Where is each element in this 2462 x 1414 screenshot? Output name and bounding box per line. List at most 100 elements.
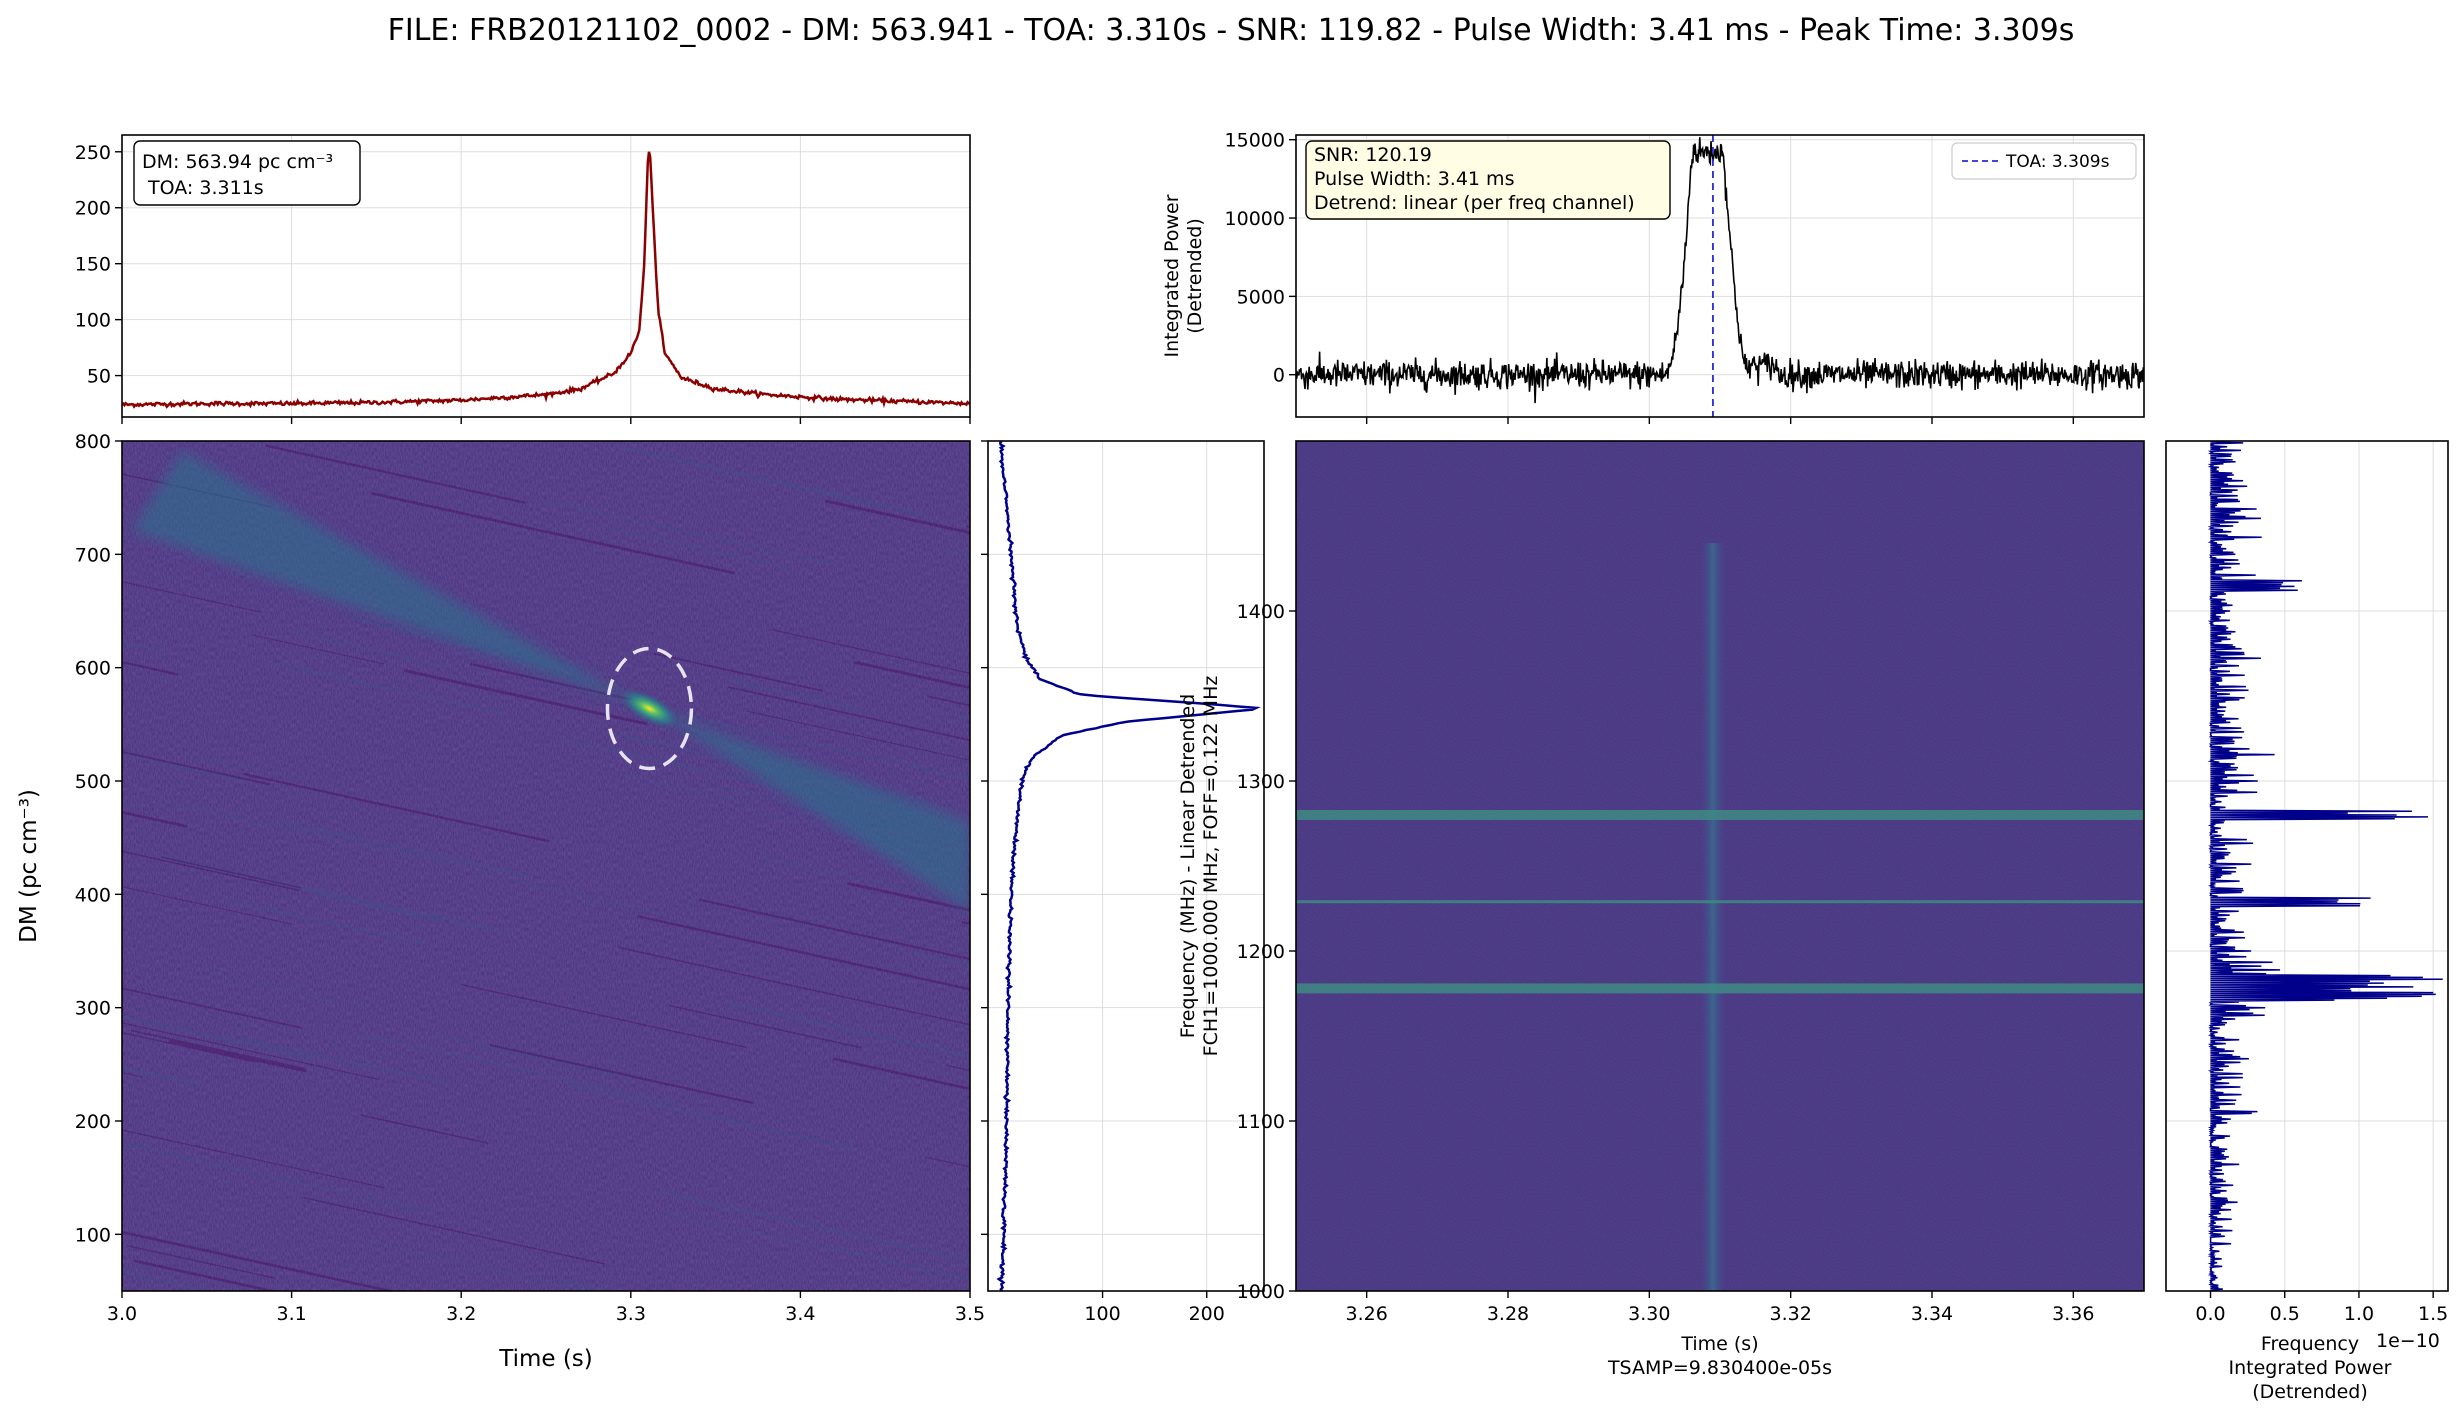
dm-bowtie — [132, 451, 970, 911]
dm-streak — [927, 695, 970, 707]
dm-streak — [195, 968, 368, 1008]
dm-streak — [824, 499, 970, 535]
frequency-profile-panel: 0.0 0.5 1.0 1.5 1e−10 Frequency Integrated … — [2165, 440, 2449, 1403]
frequency-profile-line — [2207, 441, 2443, 1291]
y-tick-label: 1300 — [1237, 771, 1285, 793]
dm-streak — [122, 1230, 396, 1291]
pulse-profile-line — [1296, 137, 2144, 404]
rfi-channel — [1296, 810, 2144, 820]
x-ticks: 0.0 0.5 1.0 1.5 — [2195, 1291, 2448, 1325]
dm-streak — [221, 898, 425, 945]
dm-streak — [637, 915, 970, 991]
dm-streak — [829, 1247, 970, 1280]
dm-streak — [122, 1066, 203, 1087]
dm-streak — [280, 820, 529, 878]
x-ticks — [121, 417, 971, 424]
y-tick-label: 100 — [75, 1224, 111, 1246]
dm-streak — [243, 772, 550, 843]
dm-streak — [122, 661, 179, 676]
dm-streak — [239, 1036, 451, 1086]
dm-streak — [432, 1033, 630, 1079]
bowtie-arm-upper — [132, 451, 650, 709]
detrend-annotation: Detrend: linear (per freq channel) — [1314, 192, 1635, 214]
dyn-ylabel-line-1: Frequency (MHz) - Linear Detrended — [1177, 694, 1199, 1038]
dm-profile-panel: 100 200 — [981, 440, 1265, 1325]
dm-annotation-line-1: DM: 563.94 pc cm⁻³ — [142, 151, 333, 173]
grid — [988, 440, 1264, 1291]
x-tick-label: 0.0 — [2195, 1303, 2225, 1325]
y-tick-label: 200 — [75, 198, 111, 220]
dyn-xlabel-line-1: Time (s) — [1680, 1333, 1758, 1355]
pulse-ylabel-line-1: Integrated Power — [1161, 194, 1183, 357]
y-tick-marks — [981, 440, 988, 1236]
dm-streak — [133, 1259, 278, 1291]
dm-streak — [355, 1239, 592, 1291]
snr-annotation: SNR: 120.19 — [1314, 144, 1432, 166]
dm-streak — [771, 629, 970, 674]
dm-xlabel: Time (s) — [498, 1346, 593, 1372]
dm-streak — [122, 1129, 385, 1189]
fp-scale-label: 1e−10 — [2376, 1330, 2440, 1352]
fp-xlabel-line-2: Integrated Power — [2229, 1357, 2392, 1379]
y-tick-label: 10000 — [1225, 208, 1285, 230]
dm-streak — [746, 710, 970, 761]
y-tick-label: 150 — [75, 254, 111, 276]
dm-streak — [471, 870, 667, 916]
dm-streak — [371, 491, 735, 575]
dm-streak — [560, 1279, 616, 1291]
dm-streak — [122, 581, 262, 613]
dm-streak — [179, 752, 303, 781]
dm-peak-blob — [618, 688, 681, 729]
dm-streak — [122, 641, 165, 653]
dm-streak — [122, 850, 300, 892]
axes-frame — [2165, 440, 2449, 1292]
dm-streak — [925, 1156, 970, 1168]
y-tick-label: 0 — [1273, 365, 1285, 387]
dm-streak — [625, 775, 748, 804]
dm-streak — [169, 1039, 307, 1073]
dm-streak — [945, 1064, 970, 1072]
dyn-xlabel-line-2: TSAMP=9.830400e-05s — [1607, 1357, 1832, 1379]
dm-streak — [122, 1270, 214, 1291]
dm-streaks — [0, 444, 970, 1291]
x-ticks — [1365, 417, 2075, 424]
x-tick-label: 3.3 — [616, 1303, 646, 1325]
y-ticks: 50 100 150 200 250 — [75, 142, 122, 388]
dm-streak — [122, 886, 292, 925]
y-tick-label: 100 — [75, 310, 111, 332]
x-tick-label: 3.32 — [1770, 1303, 1812, 1325]
legend-label: TOA: 3.309s — [2005, 152, 2110, 172]
x-tick-label: 3.36 — [2052, 1303, 2094, 1325]
dm-streak — [122, 1022, 380, 1080]
dm-streak — [668, 1004, 862, 1049]
dm-streak — [969, 500, 970, 503]
dm-ylabel: DM (pc cm⁻³) — [16, 789, 42, 943]
y-ticks: 1000 1100 1200 1300 1400 — [1237, 601, 1296, 1303]
y-tick-label: 15000 — [1225, 130, 1285, 152]
dm-streak — [670, 711, 970, 780]
dm-streak — [618, 946, 970, 1026]
dm-time-profile-line — [122, 151, 970, 409]
x-tick-label: 0.5 — [2270, 1303, 2300, 1325]
dm-streak — [161, 799, 452, 866]
y-tick-label: 1200 — [1237, 941, 1285, 963]
rfi-channel — [1296, 900, 2144, 904]
dm-streak — [847, 881, 970, 912]
x-tick-label: 3.0 — [107, 1303, 137, 1325]
dm-streak — [122, 1031, 255, 1063]
dm-streak — [122, 987, 302, 1029]
dm-annotation-box: DM: 563.94 pc cm⁻³ TOA: 3.311s — [133, 140, 361, 206]
x-tick-label: 3.28 — [1487, 1303, 1529, 1325]
dm-streak — [301, 1196, 606, 1265]
dm-streak — [122, 1142, 430, 1213]
x-tick-label: 3.4 — [785, 1303, 815, 1325]
dynamic-spectrum-panel: 1000 1100 1200 1300 1400 3.26 3.28 3.30 3.32 3.3… — [1177, 440, 2145, 1379]
dm-streak — [0, 1169, 116, 1200]
dm-annotation-line-2: TOA: 3.311s — [142, 177, 264, 199]
y-tick-label: 600 — [75, 658, 111, 680]
dm-streak — [657, 1190, 970, 1262]
y-tick-label: 800 — [75, 431, 111, 453]
dm-streak — [360, 1114, 489, 1144]
dm-streak — [728, 678, 858, 710]
x-tick-label: 200 — [1189, 1303, 1225, 1325]
